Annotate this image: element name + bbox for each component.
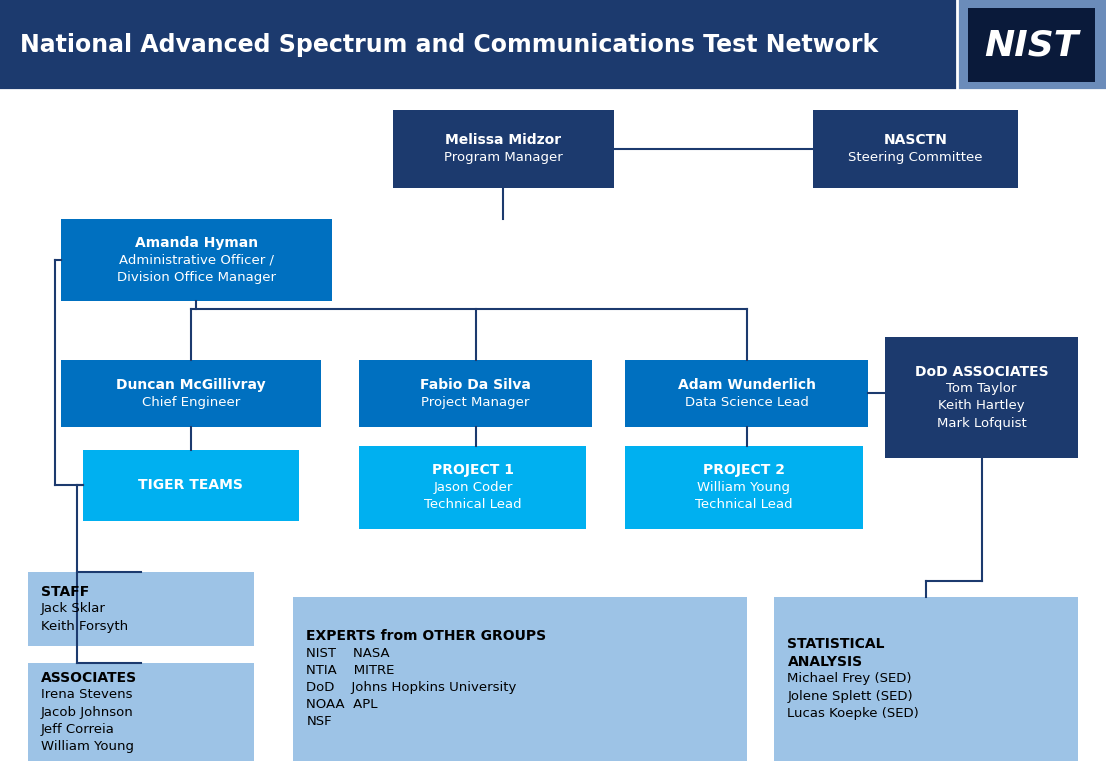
Text: Amanda Hyman: Amanda Hyman [135, 236, 258, 250]
Text: NASCTN: NASCTN [884, 133, 947, 147]
Text: PROJECT 2: PROJECT 2 [702, 464, 785, 477]
Text: Adam Wunderlich: Adam Wunderlich [678, 378, 815, 392]
Text: Technical Lead: Technical Lead [424, 498, 522, 511]
Text: Chief Engineer: Chief Engineer [142, 395, 240, 409]
Text: NIST: NIST [984, 28, 1078, 62]
Text: Jolene Splett (SED): Jolene Splett (SED) [787, 690, 914, 702]
Text: Jacob Johnson: Jacob Johnson [41, 705, 134, 719]
FancyBboxPatch shape [393, 110, 614, 188]
FancyBboxPatch shape [968, 8, 1095, 82]
Text: Division Office Manager: Division Office Manager [117, 271, 275, 284]
FancyBboxPatch shape [61, 219, 332, 301]
Text: EXPERTS from OTHER GROUPS: EXPERTS from OTHER GROUPS [306, 629, 546, 643]
Text: Tom Taylor: Tom Taylor [947, 382, 1016, 395]
FancyBboxPatch shape [83, 450, 299, 521]
FancyBboxPatch shape [625, 446, 863, 529]
Text: STATISTICAL: STATISTICAL [787, 637, 885, 651]
FancyBboxPatch shape [28, 572, 254, 646]
FancyBboxPatch shape [359, 446, 586, 529]
Text: PROJECT 1: PROJECT 1 [431, 464, 514, 477]
FancyBboxPatch shape [359, 360, 592, 427]
Text: Melissa Midzor: Melissa Midzor [446, 133, 561, 147]
Text: William Young: William Young [41, 740, 134, 753]
FancyBboxPatch shape [813, 110, 1018, 188]
Text: William Young: William Young [697, 481, 791, 494]
Text: Program Manager: Program Manager [444, 151, 563, 164]
Text: NOAA  APL: NOAA APL [306, 698, 378, 711]
FancyBboxPatch shape [293, 597, 747, 761]
FancyBboxPatch shape [885, 337, 1078, 458]
Text: Jeff Correia: Jeff Correia [41, 723, 115, 736]
Text: Mark Lofquist: Mark Lofquist [937, 417, 1026, 430]
FancyBboxPatch shape [774, 597, 1078, 761]
FancyBboxPatch shape [957, 0, 1106, 90]
Text: Jack Sklar: Jack Sklar [41, 602, 106, 615]
Text: Technical Lead: Technical Lead [695, 498, 793, 511]
Text: NTIA    MITRE: NTIA MITRE [306, 664, 395, 677]
Text: STAFF: STAFF [41, 585, 90, 598]
Text: DoD    Johns Hopkins University: DoD Johns Hopkins University [306, 681, 517, 694]
Text: Duncan McGillivray: Duncan McGillivray [116, 378, 265, 392]
Text: National Advanced Spectrum and Communications Test Network: National Advanced Spectrum and Communica… [20, 33, 878, 57]
Text: Keith Hartley: Keith Hartley [938, 399, 1025, 413]
FancyBboxPatch shape [0, 0, 957, 90]
Text: Steering Committee: Steering Committee [848, 151, 982, 164]
Text: Fabio Da Silva: Fabio Da Silva [420, 378, 531, 392]
Text: Keith Forsyth: Keith Forsyth [41, 619, 128, 633]
Text: Jason Coder: Jason Coder [434, 481, 512, 494]
Text: ASSOCIATES: ASSOCIATES [41, 671, 137, 684]
FancyBboxPatch shape [61, 360, 321, 427]
Text: Michael Frey (SED): Michael Frey (SED) [787, 673, 912, 685]
Text: Project Manager: Project Manager [421, 395, 530, 409]
FancyBboxPatch shape [28, 663, 254, 761]
Text: Irena Stevens: Irena Stevens [41, 688, 133, 702]
Text: TIGER TEAMS: TIGER TEAMS [138, 478, 243, 493]
Text: NSF: NSF [306, 716, 332, 728]
Text: ANALYSIS: ANALYSIS [787, 655, 863, 669]
Text: Data Science Lead: Data Science Lead [685, 395, 808, 409]
Text: DoD ASSOCIATES: DoD ASSOCIATES [915, 365, 1048, 378]
FancyBboxPatch shape [625, 360, 868, 427]
Text: Administrative Officer /: Administrative Officer / [118, 254, 274, 267]
Text: Lucas Koepke (SED): Lucas Koepke (SED) [787, 707, 919, 720]
Text: NIST    NASA: NIST NASA [306, 647, 390, 659]
